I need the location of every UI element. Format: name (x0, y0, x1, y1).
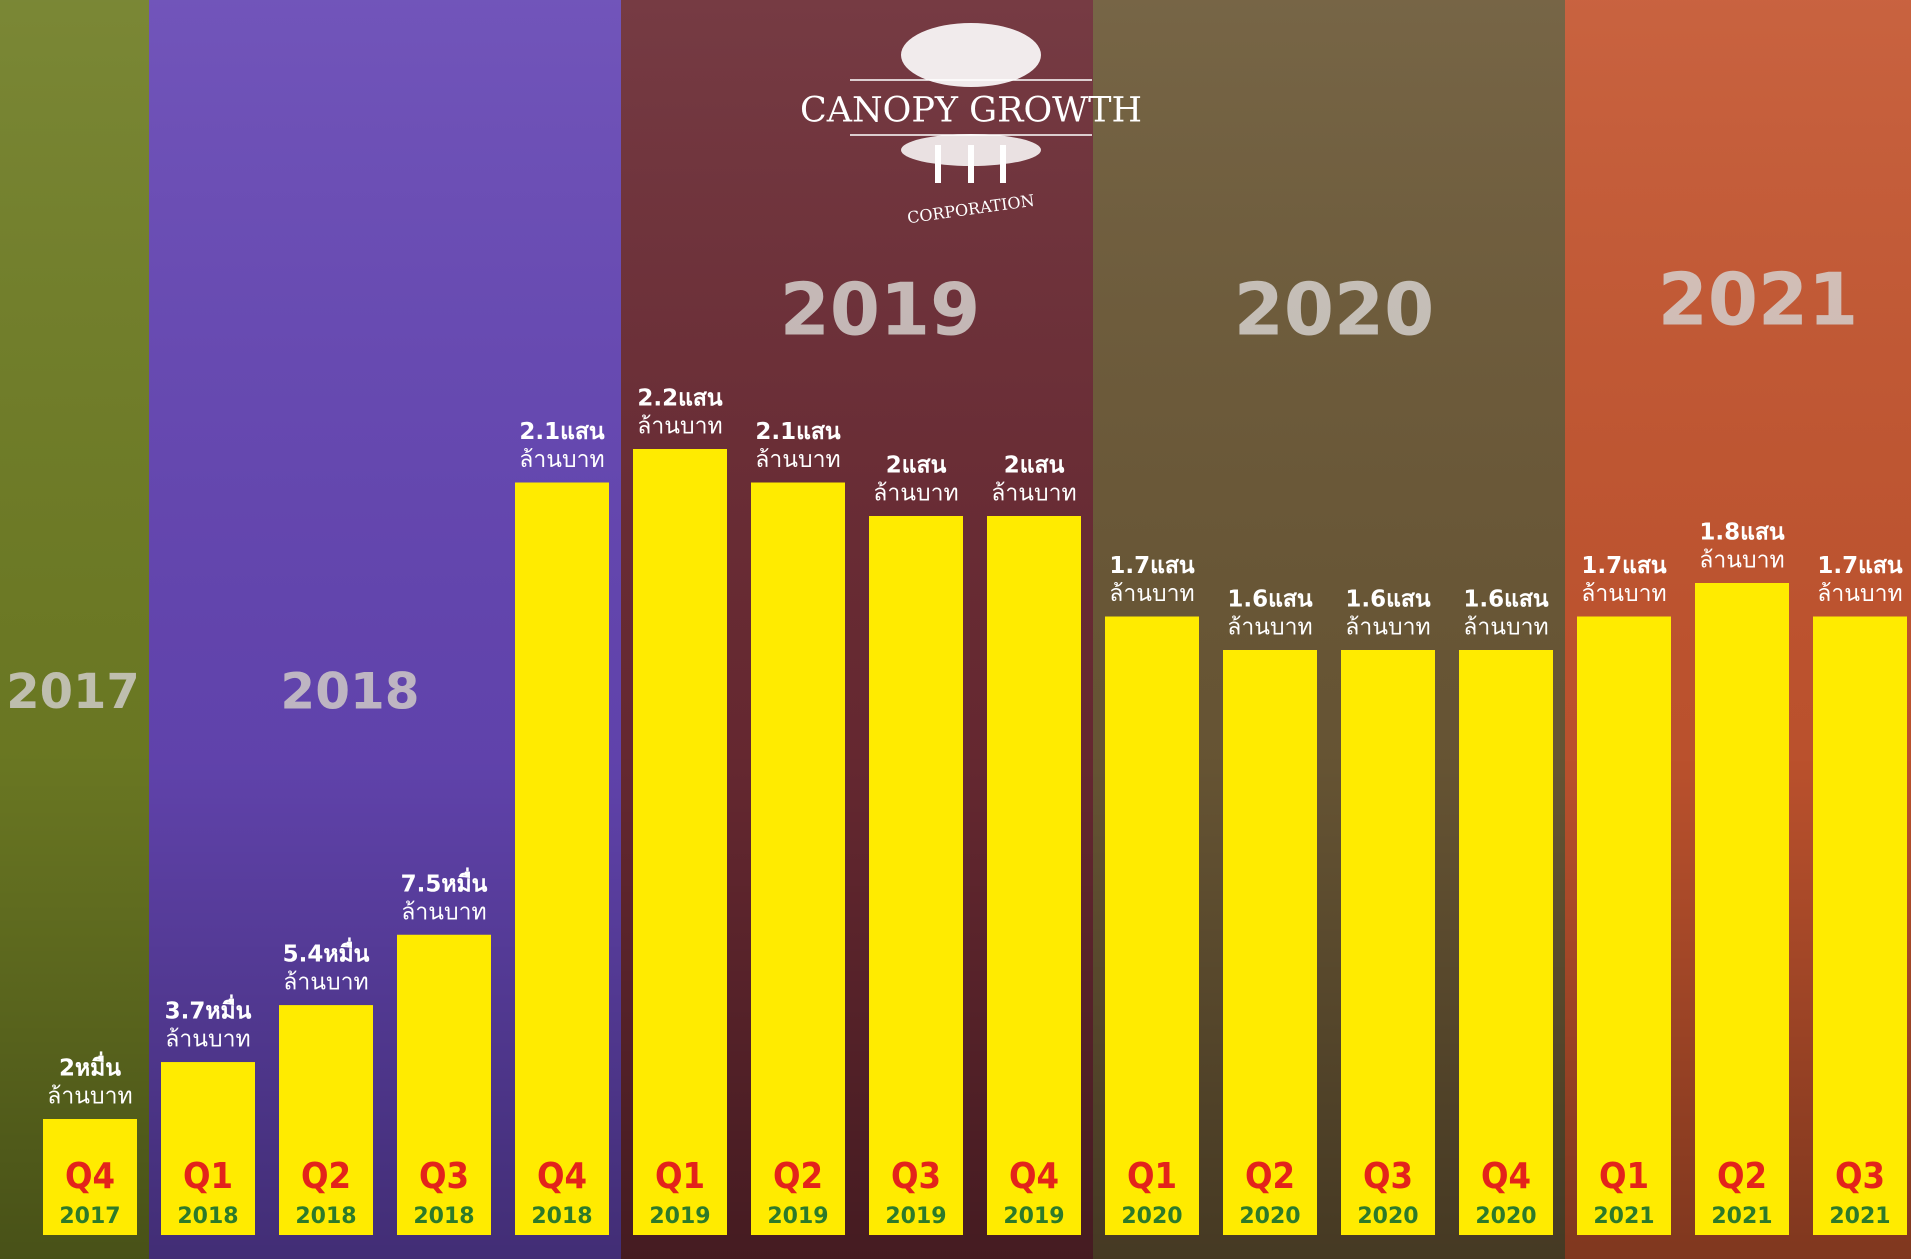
value-label: 5.4หมื่น (283, 937, 370, 968)
bar (987, 516, 1081, 1186)
quarter-label: Q1 (183, 1156, 233, 1197)
value-label: 1.7แสน (1817, 553, 1903, 579)
quarter-label: Q1 (1127, 1156, 1177, 1197)
year-label: 2018 (413, 1204, 474, 1229)
bar (1813, 617, 1907, 1187)
year-label: 2018 (177, 1204, 238, 1229)
value-label: 1.6แสน (1463, 587, 1549, 613)
unit-label: ล้านบาท (1227, 615, 1312, 641)
value-label: 1.6แสน (1227, 587, 1313, 613)
value-label: 1.7แสน (1109, 553, 1195, 579)
unit-label: ล้านบาท (283, 970, 368, 996)
quarter-label: Q4 (1481, 1156, 1531, 1197)
bar (1341, 650, 1435, 1186)
unit-label: ล้านบาท (1109, 581, 1194, 607)
quarter-label: Q3 (1363, 1156, 1413, 1197)
value-label: 2.1แสน (519, 419, 605, 445)
quarter-label: Q2 (773, 1156, 823, 1197)
year-label: 2019 (649, 1204, 710, 1229)
unit-label: ล้านบาท (755, 447, 840, 473)
bar (1223, 650, 1317, 1186)
unit-label: ล้านบาท (991, 481, 1076, 507)
value-label: 2.1แสน (755, 419, 841, 445)
unit-label: ล้านบาท (47, 1084, 132, 1110)
logo-tree (901, 23, 1041, 87)
brand: CANOPY GROWTH (800, 91, 1142, 131)
quarter-label: Q4 (1009, 1156, 1059, 1197)
year-label: 2017 (59, 1204, 120, 1229)
quarter-label: Q4 (537, 1156, 587, 1197)
unit-label: ล้านบาท (401, 899, 486, 925)
bar (1105, 617, 1199, 1187)
year-label: 2021 (1593, 1204, 1654, 1229)
quarter-label: Q2 (1717, 1156, 1767, 1197)
year-label: 2020 (1357, 1204, 1418, 1229)
year-label: 2018 (531, 1204, 592, 1229)
quarter-label: Q4 (65, 1156, 115, 1197)
year-label: 2018 (295, 1204, 356, 1229)
year-label: 2020 (1475, 1204, 1536, 1229)
year-label: 2019 (1003, 1204, 1064, 1229)
unit-label: ล้านบาท (1463, 615, 1548, 641)
quarter-label: Q1 (655, 1156, 705, 1197)
quarter-label: Q2 (1245, 1156, 1295, 1197)
year-label: 2019 (885, 1204, 946, 1229)
unit-label: ล้านบาท (1817, 581, 1902, 607)
logo-canopy (901, 134, 1041, 166)
unit-label: ล้านบาท (519, 447, 604, 473)
year-label: 2021 (1711, 1204, 1772, 1229)
unit-label: ล้านบาท (165, 1027, 250, 1053)
year-label: 2019 (767, 1204, 828, 1229)
quarter-label: Q1 (1599, 1156, 1649, 1197)
value-label: 2แสน (1004, 453, 1065, 479)
unit-label: ล้านบาท (637, 414, 722, 440)
bar (1577, 617, 1671, 1187)
bar (397, 935, 491, 1186)
chart: 20172018201920202021 CANOPY GROWTH CORPO… (0, 0, 1911, 1259)
year-label: 2020 (1239, 1204, 1300, 1229)
bar (751, 483, 845, 1187)
value-label: 1.6แสน (1345, 587, 1431, 613)
quarter-label: Q3 (1835, 1156, 1885, 1197)
quarter-label: Q3 (419, 1156, 469, 1197)
bar (1695, 583, 1789, 1186)
quarter-label: Q2 (301, 1156, 351, 1197)
value-label: 7.5หมื่น (401, 866, 488, 897)
bar (633, 449, 727, 1186)
value-label: 3.7หมื่น (165, 994, 252, 1025)
value-label: 2แสน (886, 453, 947, 479)
value-label: 1.8แสน (1699, 520, 1785, 546)
year-label: 2021 (1829, 1204, 1890, 1229)
unit-label: ล้านบาท (1581, 581, 1666, 607)
bar (1459, 650, 1553, 1186)
value-label: 2หมื่น (59, 1051, 121, 1082)
unit-label: ล้านบาท (1345, 615, 1430, 641)
bar (515, 483, 609, 1187)
value-label: 1.7แสน (1581, 553, 1667, 579)
value-label: 2.2แสน (637, 386, 723, 412)
bar (869, 516, 963, 1186)
year-label: 2020 (1121, 1204, 1182, 1229)
quarter-label: Q3 (891, 1156, 941, 1197)
unit-label: ล้านบาท (1699, 548, 1784, 574)
unit-label: ล้านบาท (873, 481, 958, 507)
